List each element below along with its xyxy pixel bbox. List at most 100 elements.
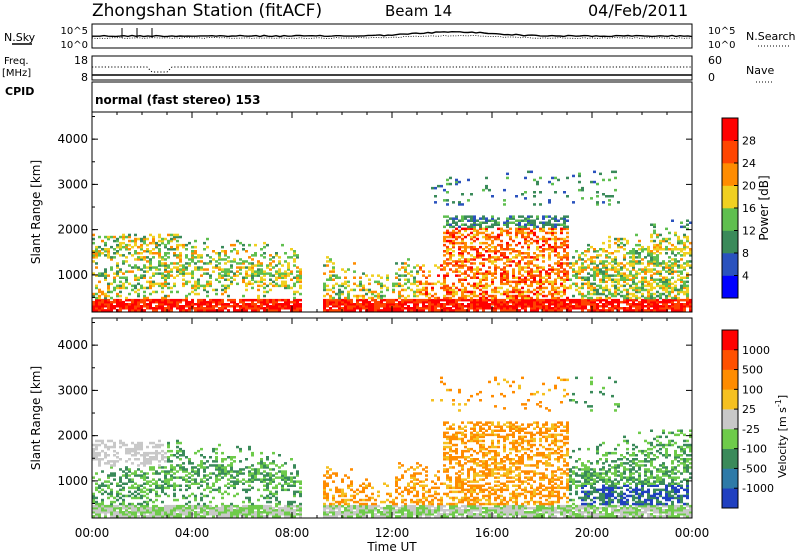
heatmap-cell <box>509 252 512 255</box>
heatmap-cell <box>521 307 524 310</box>
heatmap-cell <box>260 478 263 481</box>
heatmap-cell <box>539 250 542 253</box>
heatmap-cell <box>458 307 461 310</box>
heatmap-cell <box>233 482 236 485</box>
heatmap-cell <box>548 237 551 241</box>
heatmap-cell <box>236 506 239 510</box>
heatmap-cell <box>203 272 206 275</box>
heatmap-cell <box>269 478 272 481</box>
heatmap-cell <box>164 237 167 241</box>
heatmap-cell <box>662 284 665 288</box>
heatmap-cell <box>116 286 119 290</box>
heatmap-cell <box>479 280 482 284</box>
heatmap-cell <box>179 511 182 514</box>
heatmap-cell <box>608 239 611 243</box>
heatmap-cell <box>647 250 650 253</box>
heatmap-cell <box>536 296 539 300</box>
heatmap-cell <box>296 256 299 259</box>
heatmap-cell <box>578 276 581 279</box>
heatmap-cell <box>587 280 590 284</box>
heatmap-cell <box>470 276 473 279</box>
heatmap-cell <box>281 274 284 277</box>
heatmap-cell <box>641 250 644 253</box>
heatmap-cell <box>149 252 152 255</box>
heatmap-cell <box>497 303 500 306</box>
heatmap-cell <box>158 243 161 247</box>
heatmap-cell <box>449 182 452 186</box>
heatmap-cell <box>548 292 551 296</box>
heatmap-cell <box>107 305 110 308</box>
heatmap-cell <box>548 256 551 259</box>
heatmap-cell <box>137 278 140 281</box>
heatmap-cell <box>614 280 617 284</box>
heatmap-cell <box>278 500 281 504</box>
heatmap-cell <box>563 303 566 306</box>
heatmap-cell <box>326 506 329 510</box>
heatmap-cell <box>95 296 98 300</box>
heatmap-cell <box>680 290 683 294</box>
heatmap-cell <box>524 223 527 226</box>
heatmap-cell <box>524 296 527 300</box>
heatmap-cell <box>194 506 197 510</box>
heatmap-cell <box>122 260 125 263</box>
heatmap-cell <box>188 476 191 479</box>
heatmap-cell <box>356 294 359 298</box>
heatmap-cell <box>524 294 527 298</box>
heatmap-cell <box>155 504 158 508</box>
heatmap-cell <box>542 276 545 279</box>
heatmap-cell <box>512 270 515 273</box>
heatmap-cell <box>680 239 683 243</box>
heatmap-cell <box>284 272 287 275</box>
heatmap-cell <box>494 256 497 259</box>
heatmap-cell <box>215 260 218 263</box>
heatmap-cell <box>215 305 218 308</box>
heatmap-cell <box>461 264 464 267</box>
heatmap-cell <box>209 464 212 467</box>
heatmap-cell <box>326 260 329 263</box>
heatmap-cell <box>122 300 125 304</box>
heatmap-cell <box>584 303 587 306</box>
heatmap-cell <box>491 217 494 220</box>
heatmap-cell <box>335 486 338 490</box>
heatmap-cell <box>158 233 161 237</box>
heatmap-cell <box>470 300 473 304</box>
heatmap-cell <box>266 303 269 306</box>
heatmap-cell <box>266 488 269 492</box>
heatmap-cell <box>134 496 137 500</box>
heatmap-cell <box>227 486 230 490</box>
heatmap-cell <box>287 506 290 510</box>
heatmap-cell <box>197 464 200 467</box>
heatmap-cell <box>122 498 125 502</box>
heatmap-cell <box>458 241 461 245</box>
heatmap-cell <box>647 296 650 300</box>
heatmap-cell <box>197 470 200 473</box>
heatmap-cell <box>455 270 458 273</box>
heatmap-cell <box>143 305 146 308</box>
heatmap-cell <box>554 225 557 229</box>
heatmap-cell <box>284 472 287 475</box>
heatmap-cell <box>563 286 566 290</box>
heatmap-cell <box>479 268 482 271</box>
heatmap-cell <box>521 258 524 261</box>
heatmap-cell <box>203 262 206 265</box>
heatmap-cell <box>419 292 422 296</box>
heatmap-cell <box>587 250 590 253</box>
heatmap-cell <box>110 494 113 498</box>
heatmap-cell <box>323 494 326 498</box>
heatmap-cell <box>350 303 353 306</box>
heatmap-cell <box>137 303 140 306</box>
heatmap-cell <box>518 231 521 235</box>
heatmap-cell <box>299 309 302 312</box>
heatmap-cell <box>563 270 566 273</box>
heatmap-cell <box>506 290 509 294</box>
heatmap-cell <box>101 498 104 502</box>
heatmap-cell <box>485 282 488 286</box>
heatmap-cell <box>224 509 227 512</box>
heatmap-cell <box>248 513 251 516</box>
heatmap-cell <box>278 260 281 263</box>
heatmap-cell <box>407 258 410 261</box>
heatmap-cell <box>647 282 650 286</box>
heatmap-cell <box>221 515 224 518</box>
heatmap-cell <box>434 298 437 302</box>
heatmap-cell <box>110 296 113 300</box>
